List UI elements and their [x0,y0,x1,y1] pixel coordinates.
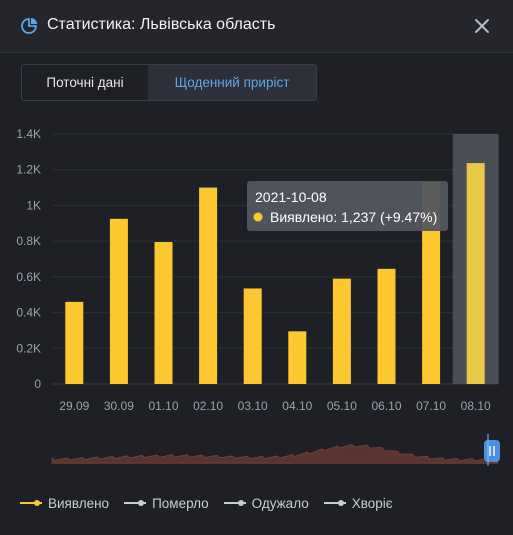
close-icon[interactable] [472,16,492,36]
chart-legend: Виявлено Померло Одужало Хворіє [19,493,407,513]
y-tick-label: 1K [26,198,41,212]
y-tick-label: 1.4K [16,127,41,141]
bar-29.09[interactable] [65,301,84,384]
x-tick-label: 29.09 [59,399,89,413]
bar-chart: 0 0.2K 0.4K 0.6K 0.8K 1K 1.2K 1.4K 29.09 30.09 01… [16,127,500,466]
bar-01.10[interactable] [154,242,173,384]
y-tick-label: 0.6K [16,270,41,284]
tooltip-date: 2021-10-08 [255,189,327,205]
tooltip-value: Виявлено: 1,237 (+9.47%) [270,209,437,225]
x-tick-label: 06.10 [371,399,401,413]
x-tick-label: 01.10 [148,399,178,413]
bar-03.10[interactable] [243,288,262,384]
bar-02.10[interactable] [199,187,218,384]
x-tick-label: 03.10 [238,399,268,413]
dialog-title: Статистика: Львівська область [47,16,276,33]
y-tick-label: 0.4K [16,306,41,320]
x-tick-label: 07.10 [416,399,446,413]
y-tick-label: 0.2K [16,341,41,355]
legend-line-icon [124,500,147,506]
bar-05.10[interactable] [332,278,351,384]
x-tick-label: 02.10 [193,399,223,413]
x-tick-label: 04.10 [282,399,312,413]
navigator-series [51,444,499,464]
chart-bars [65,163,485,384]
y-axis-labels: 0 0.2K 0.4K 0.6K 0.8K 1K 1.2K 1.4K [16,127,41,391]
bar-08.10[interactable] [466,163,485,384]
y-tick-label: 0 [34,377,41,391]
legend-item-detected[interactable]: Виявлено [19,496,109,511]
legend-item-died[interactable]: Померло [123,496,209,511]
legend-line-icon [20,500,42,506]
legend-item-recovered[interactable]: Одужало [223,496,309,511]
y-tick-label: 0.8K [16,234,41,248]
range-navigator[interactable] [51,434,500,466]
tab-daily-growth[interactable]: Щоденний приріст [148,65,316,100]
tab-current-data[interactable]: Поточні дані [22,65,148,100]
x-tick-label: 05.10 [327,399,357,413]
x-tick-label: 30.09 [104,399,134,413]
x-axis-labels: 29.09 30.09 01.10 02.10 03.10 04.10 05.10 06.10… [59,399,491,413]
view-tabs: Поточні дані Щоденний приріст [21,64,317,101]
legend-label: Виявлено [48,495,110,511]
legend-line-icon [323,500,346,506]
tooltip-marker [253,212,263,222]
legend-label: Померло [152,495,209,511]
bar-07.10[interactable] [422,182,441,384]
legend-item-sick[interactable]: Хворіє [323,496,393,511]
range-handle[interactable] [484,440,500,462]
legend-label: Хворіє [351,495,393,511]
dialog-header: Статистика: Львівська область [0,0,513,53]
chart-tooltip: 2021-10-08 Виявлено: 1,237 (+9.47%) [247,181,448,231]
bar-04.10[interactable] [288,331,307,384]
pie-chart-icon [21,18,37,34]
y-tick-label: 1.2K [16,163,41,177]
legend-label: Одужало [251,495,309,511]
x-tick-label: 08.10 [461,399,491,413]
bar-06.10[interactable] [377,268,396,384]
legend-line-icon [223,500,246,506]
bar-30.09[interactable] [109,218,128,384]
